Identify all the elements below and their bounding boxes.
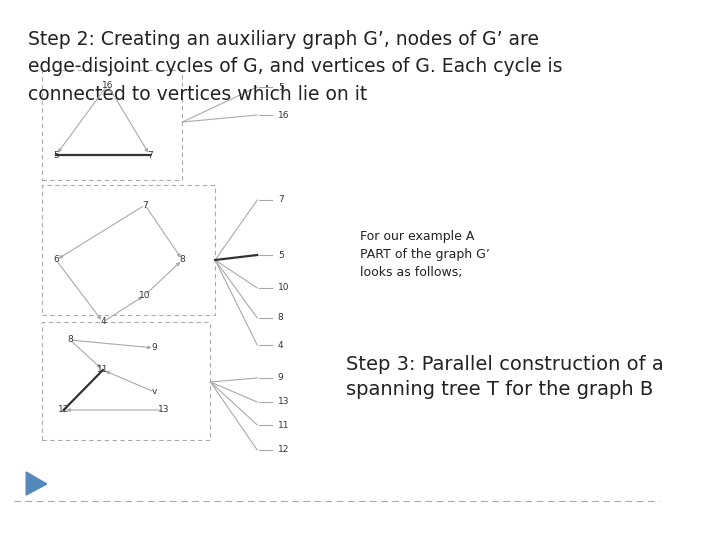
Text: v: v [152, 388, 157, 396]
Text: 12: 12 [278, 446, 289, 455]
Text: 13: 13 [158, 406, 169, 415]
Text: Step 2: Creating an auxiliary graph G’, nodes of G’ are
edge-disjoint cycles of : Step 2: Creating an auxiliary graph G’, … [28, 30, 562, 104]
Text: 7: 7 [278, 195, 284, 205]
Text: 4: 4 [278, 341, 284, 349]
Text: 9: 9 [278, 374, 284, 382]
Text: 9: 9 [151, 343, 157, 353]
Text: 10: 10 [278, 284, 289, 293]
Bar [42, 322, 210, 440]
Text: 7: 7 [147, 151, 153, 159]
Text: 12: 12 [58, 406, 69, 415]
Text: 11: 11 [278, 421, 289, 429]
Text: 10: 10 [139, 291, 150, 300]
Text: 5: 5 [278, 251, 284, 260]
Text: 5: 5 [53, 151, 59, 159]
Text: 8: 8 [278, 314, 284, 322]
Text: 6: 6 [53, 255, 59, 265]
Text: 7: 7 [142, 200, 148, 210]
Text: 5: 5 [278, 83, 284, 91]
Text: For our example A
PART of the graph G’
looks as follows;: For our example A PART of the graph G’ l… [360, 230, 490, 279]
Text: 16: 16 [102, 80, 113, 90]
Bar [42, 185, 215, 315]
Text: Step 3: Parallel construction of a
spanning tree T for the graph B: Step 3: Parallel construction of a spann… [346, 355, 664, 399]
Bar [42, 70, 182, 180]
Text: 8: 8 [179, 255, 185, 265]
Text: 11: 11 [97, 366, 109, 375]
Text: 16: 16 [278, 111, 289, 119]
Text: 8: 8 [67, 335, 73, 345]
Polygon shape [26, 472, 47, 495]
Text: 4: 4 [100, 318, 106, 327]
Text: 13: 13 [278, 397, 289, 407]
